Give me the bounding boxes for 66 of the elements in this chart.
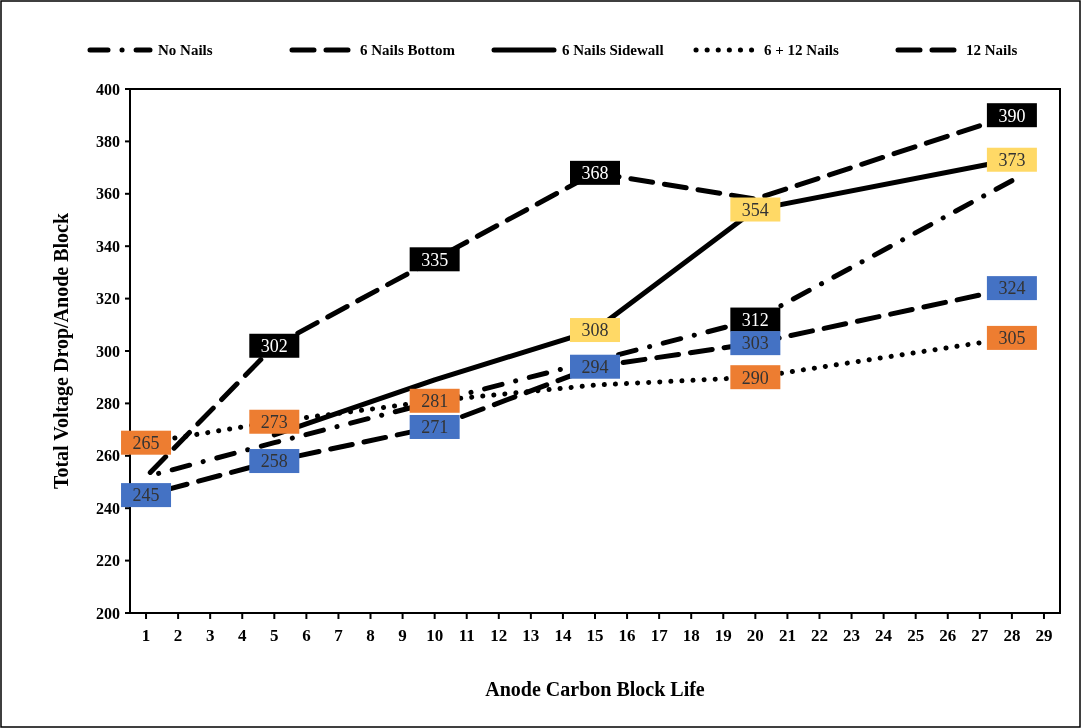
x-tick-label: 19 bbox=[714, 626, 732, 645]
x-tick-label: 18 bbox=[682, 626, 700, 645]
data-label: 324 bbox=[998, 278, 1026, 299]
data-label: 303 bbox=[741, 333, 769, 354]
data-label: 265 bbox=[132, 433, 160, 453]
x-tick-label: 2 bbox=[173, 626, 183, 645]
data-label: 335 bbox=[421, 249, 449, 270]
y-tick-label: 300 bbox=[96, 342, 120, 360]
x-tick-label: 23 bbox=[843, 626, 861, 645]
data-label: 373 bbox=[998, 150, 1026, 171]
x-tick-label: 29 bbox=[1035, 626, 1053, 645]
x-tick-label: 6 bbox=[302, 626, 311, 645]
x-tick-label: 26 bbox=[939, 626, 957, 645]
x-tick-label: 13 bbox=[522, 626, 540, 645]
legend-label: 6 Nails Bottom bbox=[360, 42, 456, 59]
x-tick-label: 8 bbox=[366, 626, 375, 645]
y-tick-label: 400 bbox=[96, 80, 120, 98]
data-label: 294 bbox=[581, 357, 609, 378]
data-label: 271 bbox=[421, 417, 449, 438]
x-tick-label: 22 bbox=[810, 626, 828, 645]
legend-label: 6 Nails Sidewall bbox=[562, 42, 664, 59]
y-tick-label: 360 bbox=[96, 185, 120, 203]
x-tick-label: 12 bbox=[490, 626, 508, 645]
x-tick-label: 4 bbox=[237, 626, 247, 645]
legend-label: No Nails bbox=[158, 42, 213, 59]
y-tick-label: 260 bbox=[96, 447, 120, 465]
x-tick-label: 3 bbox=[205, 626, 215, 645]
data-label: 281 bbox=[421, 391, 449, 412]
x-tick-label: 1 bbox=[141, 626, 151, 645]
x-tick-label: 21 bbox=[778, 626, 796, 645]
data-label: 390 bbox=[998, 105, 1026, 126]
data-label: 290 bbox=[741, 367, 769, 388]
x-tick-label: 9 bbox=[398, 626, 407, 645]
x-tick-label: 5 bbox=[270, 626, 279, 645]
x-tick-label: 28 bbox=[1003, 626, 1021, 645]
x-tick-label: 11 bbox=[458, 626, 475, 645]
data-label: 308 bbox=[581, 320, 609, 341]
data-label: 312 bbox=[741, 309, 769, 330]
x-tick-label: 15 bbox=[586, 626, 604, 645]
y-tick-label: 380 bbox=[96, 133, 120, 150]
legend-label: 6 + 12 Nails bbox=[764, 42, 839, 59]
legend-label: 12 Nails bbox=[966, 42, 1018, 59]
y-tick-label: 200 bbox=[96, 604, 120, 622]
data-label: 245 bbox=[132, 485, 160, 506]
data-label: 368 bbox=[581, 163, 609, 184]
data-label: 273 bbox=[260, 412, 288, 433]
x-tick-label: 17 bbox=[650, 626, 669, 645]
x-tick-label: 14 bbox=[554, 626, 572, 645]
x-tick-label: 27 bbox=[971, 626, 989, 645]
y-tick-label: 220 bbox=[96, 552, 120, 570]
data-label: 302 bbox=[260, 336, 288, 357]
data-label: 354 bbox=[741, 199, 769, 220]
data-label: 305 bbox=[998, 328, 1026, 349]
x-tick-label: 25 bbox=[907, 626, 925, 645]
x-axis-title: Anode Carbon Block Life bbox=[485, 678, 705, 700]
y-tick-label: 280 bbox=[96, 395, 120, 412]
y-tick-label: 240 bbox=[96, 499, 120, 517]
data-label: 258 bbox=[260, 451, 288, 472]
x-tick-label: 20 bbox=[746, 626, 764, 645]
x-tick-label: 7 bbox=[334, 626, 344, 645]
x-tick-label: 10 bbox=[426, 626, 444, 645]
y-axis-title: Total Voltage Drop/Anode Block bbox=[50, 212, 73, 490]
x-tick-label: 24 bbox=[875, 626, 893, 645]
x-tick-label: 16 bbox=[618, 626, 636, 645]
y-tick-label: 320 bbox=[96, 290, 120, 308]
y-tick-label: 340 bbox=[96, 237, 120, 255]
